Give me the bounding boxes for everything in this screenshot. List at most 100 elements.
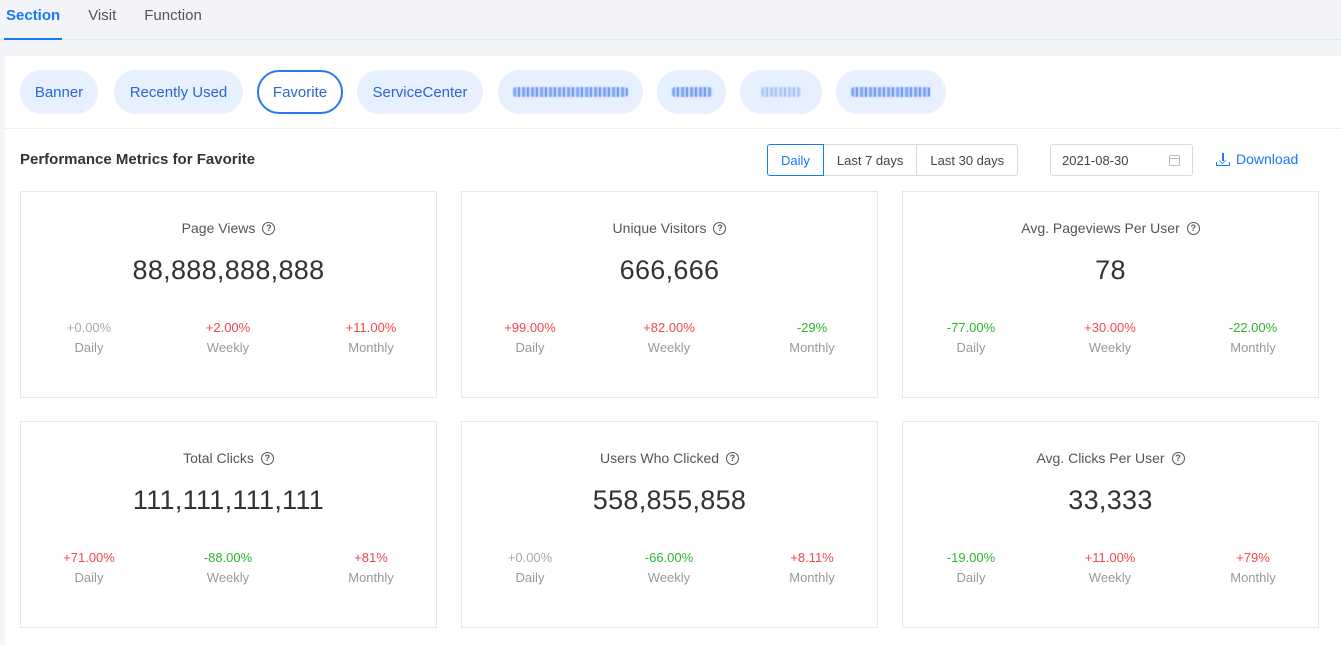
metric-value: 78 (1095, 255, 1126, 285)
chip-redacted[interactable] (498, 70, 643, 114)
change-label: Monthly (1230, 340, 1276, 355)
metric-title: Unique Visitors (612, 220, 707, 236)
change-daily: +0.00% Daily (480, 550, 580, 585)
change-label: Daily (956, 570, 986, 585)
chip-favorite[interactable]: Favorite (257, 70, 343, 114)
date-value: 2021-08-30 (1062, 152, 1129, 168)
change-monthly: +11.00% Monthly (321, 320, 421, 355)
change-label: Monthly (348, 570, 394, 585)
range-last-30-days-button[interactable]: Last 30 days (916, 144, 1019, 176)
metrics-header: Performance Metrics for Favorite Daily L… (5, 129, 1341, 191)
change-weekly: +11.00% Weekly (1060, 550, 1160, 585)
question-circle-icon[interactable]: ? (1171, 451, 1185, 465)
metric-card: Avg. Pageviews Per User ? 78 -77.00% Dail… (902, 191, 1319, 398)
change-label: Monthly (789, 570, 835, 585)
redacted-label (513, 87, 628, 97)
question-circle-icon[interactable]: ? (713, 221, 727, 235)
metric-title: Page Views (181, 220, 256, 236)
change-daily: +99.00% Daily (480, 320, 580, 355)
tab-section[interactable]: Section (3, 0, 63, 40)
change-percent: +82.00% (643, 320, 695, 335)
metric-change-row: -77.00% Daily +30.00% Weekly -22.00% Monthl… (903, 320, 1318, 360)
change-weekly: +2.00% Weekly (178, 320, 278, 355)
change-percent: +0.00% (66, 320, 112, 335)
download-button[interactable]: Download (1216, 151, 1298, 167)
change-percent: -88.00% (203, 550, 253, 565)
change-label: Weekly (206, 340, 250, 355)
page-title: Performance Metrics for Favorite (20, 151, 256, 168)
change-label: Monthly (789, 340, 835, 355)
tab-function[interactable]: Function (144, 7, 202, 24)
section-chip-row: Banner Recently Used Favorite ServiceCen… (5, 56, 1341, 129)
change-weekly: +82.00% Weekly (619, 320, 719, 355)
change-daily: +71.00% Daily (39, 550, 139, 585)
metric-change-row: +0.00% Daily -66.00% Weekly +8.11% Monthly (462, 550, 877, 590)
question-circle-icon[interactable]: ? (262, 221, 276, 235)
change-daily: +0.00% Daily (39, 320, 139, 355)
change-label: Weekly (647, 340, 691, 355)
metric-card: Avg. Clicks Per User ? 33,333 -19.00% Dai… (902, 421, 1319, 628)
tab-visit[interactable]: Visit (88, 7, 117, 24)
change-monthly: +81% Monthly (321, 550, 421, 585)
change-daily: -19.00% Daily (921, 550, 1021, 585)
metric-value: 88,888,888,888 (132, 255, 325, 285)
question-circle-icon[interactable]: ? (726, 451, 740, 465)
metric-card: Unique Visitors ? 666,666 +99.00% Daily +… (461, 191, 878, 398)
change-label: Weekly (206, 570, 250, 585)
download-label: Download (1236, 151, 1299, 167)
download-icon (1216, 152, 1230, 166)
metric-change-row: +99.00% Daily +82.00% Weekly -29% Monthly (462, 320, 877, 360)
metric-title: Users Who Clicked (599, 450, 720, 466)
change-label: Weekly (647, 570, 691, 585)
redacted-label (671, 87, 712, 97)
question-circle-icon[interactable]: ? (260, 451, 274, 465)
metric-value: 558,855,858 (592, 485, 747, 515)
change-label: Weekly (1088, 340, 1132, 355)
change-daily: -77.00% Daily (921, 320, 1021, 355)
metric-change-row: +0.00% Daily +2.00% Weekly +11.00% Monthly (21, 320, 436, 360)
metric-card: Total Clicks ? 111,111,111,111 +71.00% Da… (20, 421, 437, 628)
date-picker-input[interactable]: 2021-08-30 (1050, 144, 1193, 176)
range-daily-button[interactable]: Daily (767, 144, 824, 176)
redacted-label (851, 87, 931, 97)
change-label: Daily (515, 570, 545, 585)
metric-title: Avg. Pageviews Per User (1021, 220, 1180, 236)
change-percent: +0.00% (507, 550, 553, 565)
metric-value: 666,666 (619, 255, 720, 285)
change-label: Daily (956, 340, 986, 355)
metric-title: Avg. Clicks Per User (1036, 450, 1165, 466)
metric-value: 111,111,111,111 (132, 485, 325, 515)
change-percent: -19.00% (946, 550, 996, 565)
change-percent: +79% (1236, 550, 1270, 565)
range-last-7-days-button[interactable]: Last 7 days (822, 144, 918, 176)
change-label: Weekly (1088, 570, 1132, 585)
date-range-selector: Daily Last 7 days Last 30 days (767, 144, 1019, 176)
metric-change-row: +71.00% Daily -88.00% Weekly +81% Monthly (21, 550, 436, 590)
change-label: Monthly (1230, 570, 1276, 585)
change-label: Daily (74, 340, 104, 355)
change-percent: +11.00% (345, 320, 397, 335)
question-circle-icon[interactable]: ? (1186, 221, 1200, 235)
change-percent: -22.00% (1228, 320, 1278, 335)
change-percent: -66.00% (644, 550, 694, 565)
change-percent: -29% (796, 320, 828, 335)
change-label: Daily (74, 570, 104, 585)
change-percent: +99.00% (504, 320, 556, 335)
metric-value: 33,333 (1068, 485, 1153, 515)
chip-redacted[interactable] (657, 70, 726, 114)
change-percent: +81% (354, 550, 388, 565)
main-panel: Banner Recently Used Favorite ServiceCen… (5, 56, 1341, 645)
metric-change-row: -19.00% Daily +11.00% Weekly +79% Monthly (903, 550, 1318, 590)
change-label: Monthly (348, 340, 394, 355)
chip-recently-used[interactable]: Recently Used (114, 70, 243, 114)
chip-banner[interactable]: Banner (20, 70, 98, 114)
metric-card: Page Views ? 88,888,888,888 +0.00% Daily … (20, 191, 437, 398)
change-percent: +2.00% (205, 320, 251, 335)
redacted-label (761, 87, 801, 97)
chip-service-center[interactable]: ServiceCenter (357, 70, 483, 114)
change-percent: +11.00% (1084, 550, 1136, 565)
change-percent: +8.11% (790, 550, 834, 565)
chip-redacted[interactable] (740, 70, 822, 114)
chip-redacted[interactable] (836, 70, 946, 114)
change-label: Daily (515, 340, 545, 355)
